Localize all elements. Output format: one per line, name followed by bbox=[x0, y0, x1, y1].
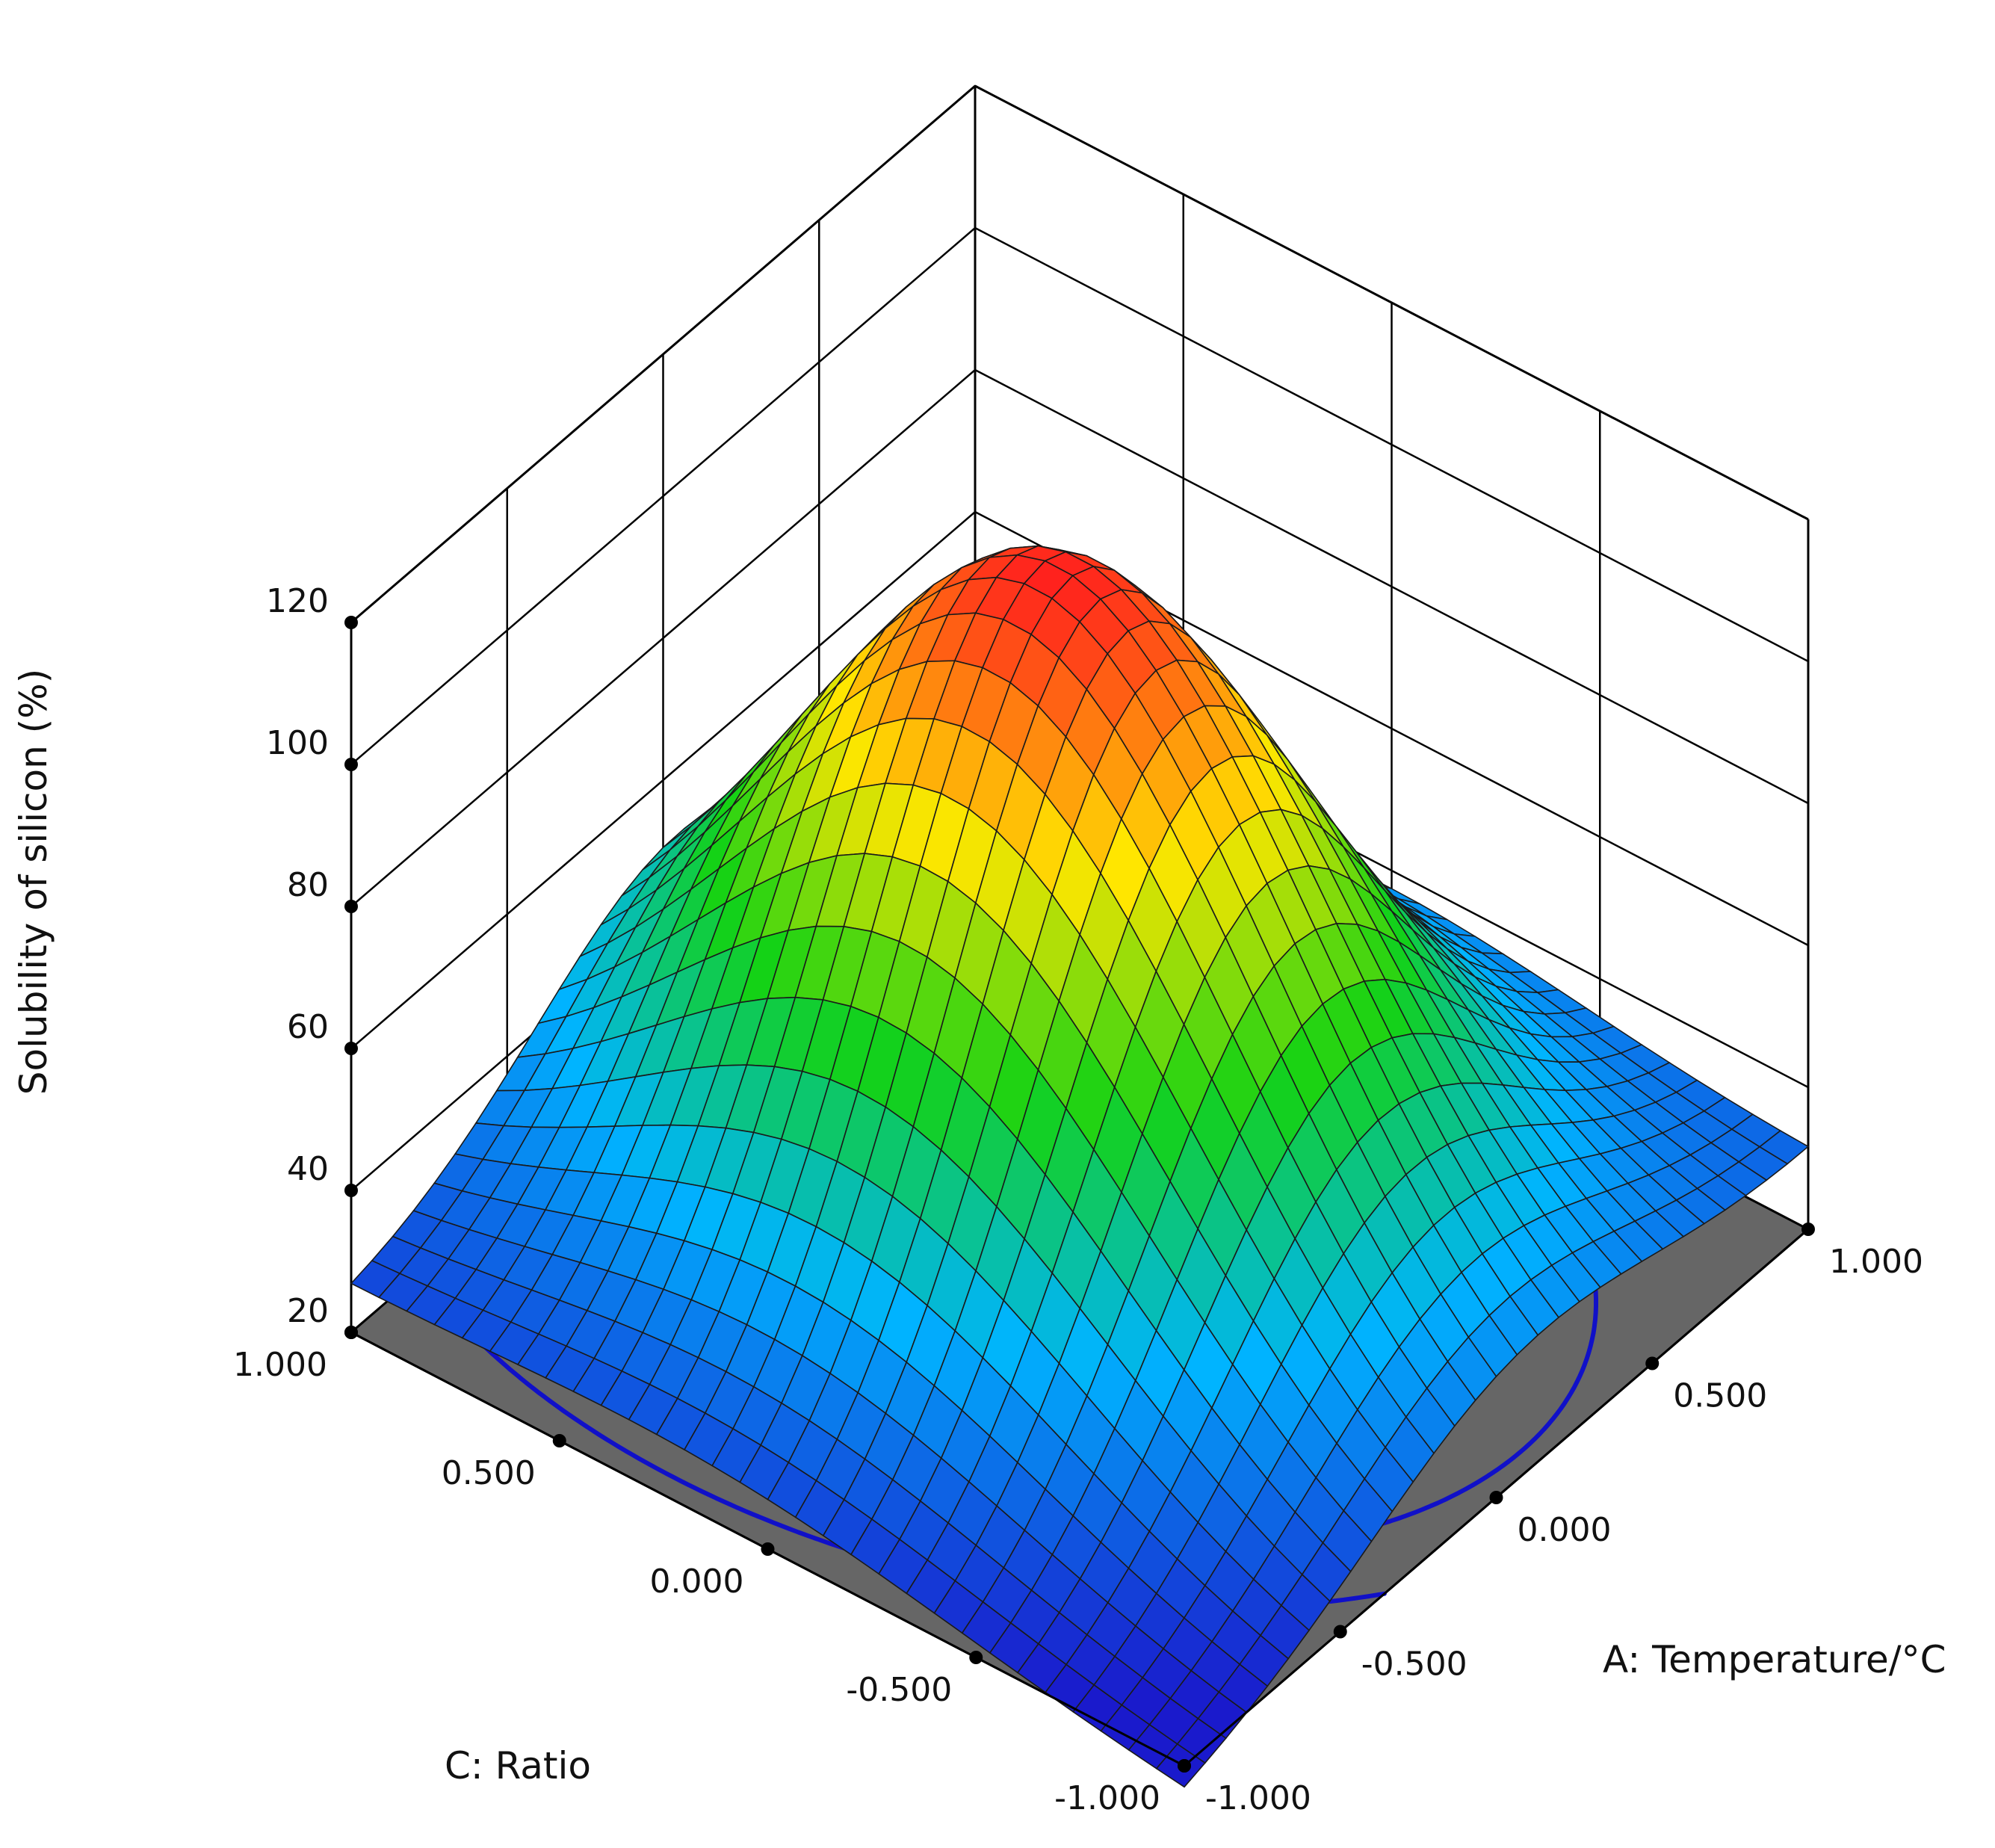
z-axis-title: Solubility of silicon (%) bbox=[12, 669, 55, 1095]
x-axis-title: A: Temperature/°C bbox=[1603, 1638, 1946, 1681]
x-tick-label: 0.000 bbox=[1518, 1511, 1612, 1549]
z-tick-label: 20 bbox=[287, 1292, 329, 1330]
y-tick-dot bbox=[969, 1651, 983, 1664]
x-tick-dot bbox=[1645, 1356, 1660, 1370]
z-tick-dot bbox=[344, 758, 358, 771]
z-tick-label: 120 bbox=[266, 582, 329, 620]
x-tick-label: 1.000 bbox=[1829, 1243, 1923, 1281]
y-tick-label: 0.000 bbox=[650, 1563, 744, 1601]
z-tick-label: 80 bbox=[287, 866, 329, 904]
axis-ticks: 20 40 60 80 100 120 -1.000 -0.500 0.000 0.500 1.00… bbox=[233, 582, 1923, 1817]
x-tick-dot bbox=[1801, 1223, 1815, 1236]
z-tick-dot bbox=[344, 616, 358, 629]
y-tick-dot bbox=[552, 1434, 566, 1447]
y-tick-label: 1.000 bbox=[233, 1346, 327, 1384]
y-tick-label: -1.000 bbox=[1054, 1779, 1160, 1817]
y-tick-label: -0.500 bbox=[846, 1671, 952, 1709]
y-tick-dot bbox=[761, 1542, 775, 1556]
x-tick-label: 0.500 bbox=[1673, 1377, 1767, 1415]
z-tick-label: 100 bbox=[266, 724, 329, 762]
y-axis-title: C: Ratio bbox=[445, 1744, 591, 1787]
z-tick-label: 60 bbox=[287, 1008, 329, 1046]
x-tick-label: -0.500 bbox=[1361, 1645, 1467, 1684]
x-tick-dot bbox=[1489, 1491, 1503, 1504]
axis-labels: Solubility of silicon (%) A: Temperature… bbox=[12, 669, 1946, 1787]
z-tick-dot bbox=[344, 900, 358, 913]
z-grid-line bbox=[350, 84, 1809, 623]
z-tick-dot bbox=[344, 1042, 358, 1055]
z-tick-dot bbox=[344, 1184, 358, 1197]
y-tick-dot bbox=[344, 1326, 358, 1339]
x-tick-dot bbox=[1333, 1625, 1347, 1639]
x-tick-label: -1.000 bbox=[1205, 1779, 1311, 1817]
response-surface bbox=[350, 545, 1810, 1788]
y-tick-dot bbox=[1178, 1759, 1191, 1773]
y-tick-label: 0.500 bbox=[442, 1454, 536, 1492]
z-tick-label: 40 bbox=[287, 1150, 329, 1188]
